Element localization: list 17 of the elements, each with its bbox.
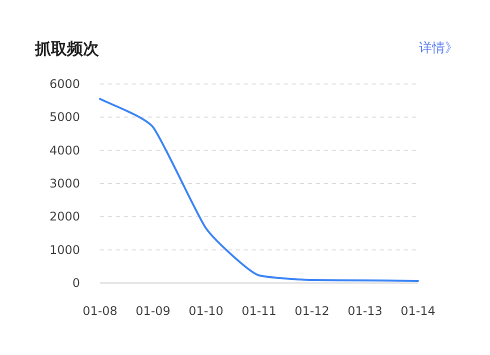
- x-tick-label: 01-14: [400, 304, 436, 318]
- x-tick-label: 01-11: [242, 304, 276, 318]
- x-tick-label: 01-12: [294, 304, 330, 318]
- x-tick-label: 01-08: [82, 304, 118, 318]
- y-tick-label: 6000: [49, 77, 80, 91]
- x-tick-label: 01-10: [188, 304, 224, 318]
- y-tick-label: 2000: [49, 210, 80, 224]
- chart-title: 抓取频次: [34, 39, 100, 58]
- y-tick-label: 5000: [49, 110, 80, 124]
- y-tick-label: 0: [72, 276, 80, 290]
- text: 详情》: [419, 41, 458, 56]
- y-tick-label: 1000: [49, 242, 80, 257]
- y-tick-label: 4000: [49, 143, 80, 158]
- x-tick-label: 01-13: [348, 304, 382, 318]
- x-tick-label: 01-09: [136, 304, 170, 318]
- line-series: [99, 98, 419, 282]
- y-tick-label: 3000: [49, 176, 80, 190]
